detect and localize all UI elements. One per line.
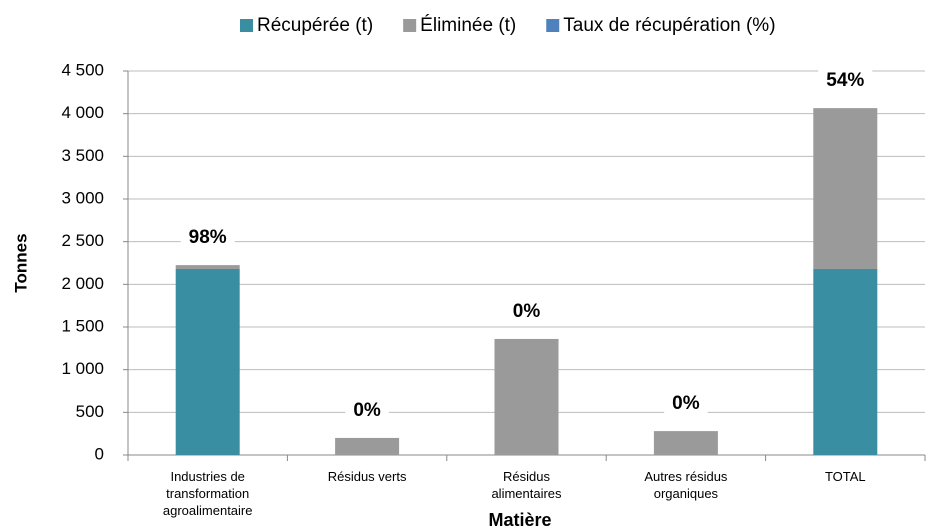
bar-segment — [653, 431, 718, 455]
rate-label-bg — [818, 69, 873, 94]
y-tick-label: 4 500 — [61, 60, 104, 79]
rate-label-bg — [664, 392, 708, 417]
x-tick-label: Autres résidus organiques — [644, 469, 728, 501]
x-tick-label: Résidus verts — [327, 469, 407, 484]
y-tick-label: 1 500 — [61, 316, 104, 335]
legend-label: Éliminée (t) — [420, 15, 516, 36]
y-tick-label: 3 500 — [61, 146, 104, 165]
y-axis-title: Tonnes — [11, 233, 30, 292]
x-axis-title: Matière — [488, 510, 551, 530]
x-tick-label: TOTAL — [824, 469, 866, 484]
x-tick-label: Résidus alimentaires — [491, 469, 562, 501]
rate-label-bg — [504, 299, 549, 324]
legend-label: Taux de récupération (%) — [563, 15, 775, 36]
rate-label: 98% — [189, 227, 227, 248]
bar-segment — [813, 108, 878, 269]
bar-segment — [175, 265, 240, 269]
rate-label: 54% — [826, 70, 864, 91]
bar-segment — [175, 268, 240, 455]
y-tick-label: 1 000 — [61, 359, 104, 378]
bar-segment — [494, 338, 559, 455]
legend-swatch — [240, 19, 253, 32]
legend-swatch — [403, 19, 417, 32]
y-tick-label: 500 — [76, 402, 104, 421]
rate-label: 0% — [513, 301, 541, 322]
rate-label: 0% — [353, 400, 381, 421]
y-tick-label: 2 000 — [61, 274, 104, 293]
rate-label-bg — [180, 226, 235, 251]
rate-label-bg — [345, 398, 389, 423]
y-tick-label: 4 000 — [61, 103, 104, 122]
rate-label: 0% — [672, 393, 700, 414]
bar-segment — [335, 437, 400, 455]
bar-segment — [813, 268, 878, 455]
y-tick-label: 2 500 — [61, 231, 104, 250]
y-tick-label: 3 000 — [61, 188, 104, 207]
y-tick-label: 0 — [95, 444, 104, 463]
legend-swatch — [546, 19, 560, 32]
legend-label: Récupérée (t) — [257, 15, 373, 36]
x-tick-label: Industries de transformation agroaliment… — [162, 469, 253, 518]
